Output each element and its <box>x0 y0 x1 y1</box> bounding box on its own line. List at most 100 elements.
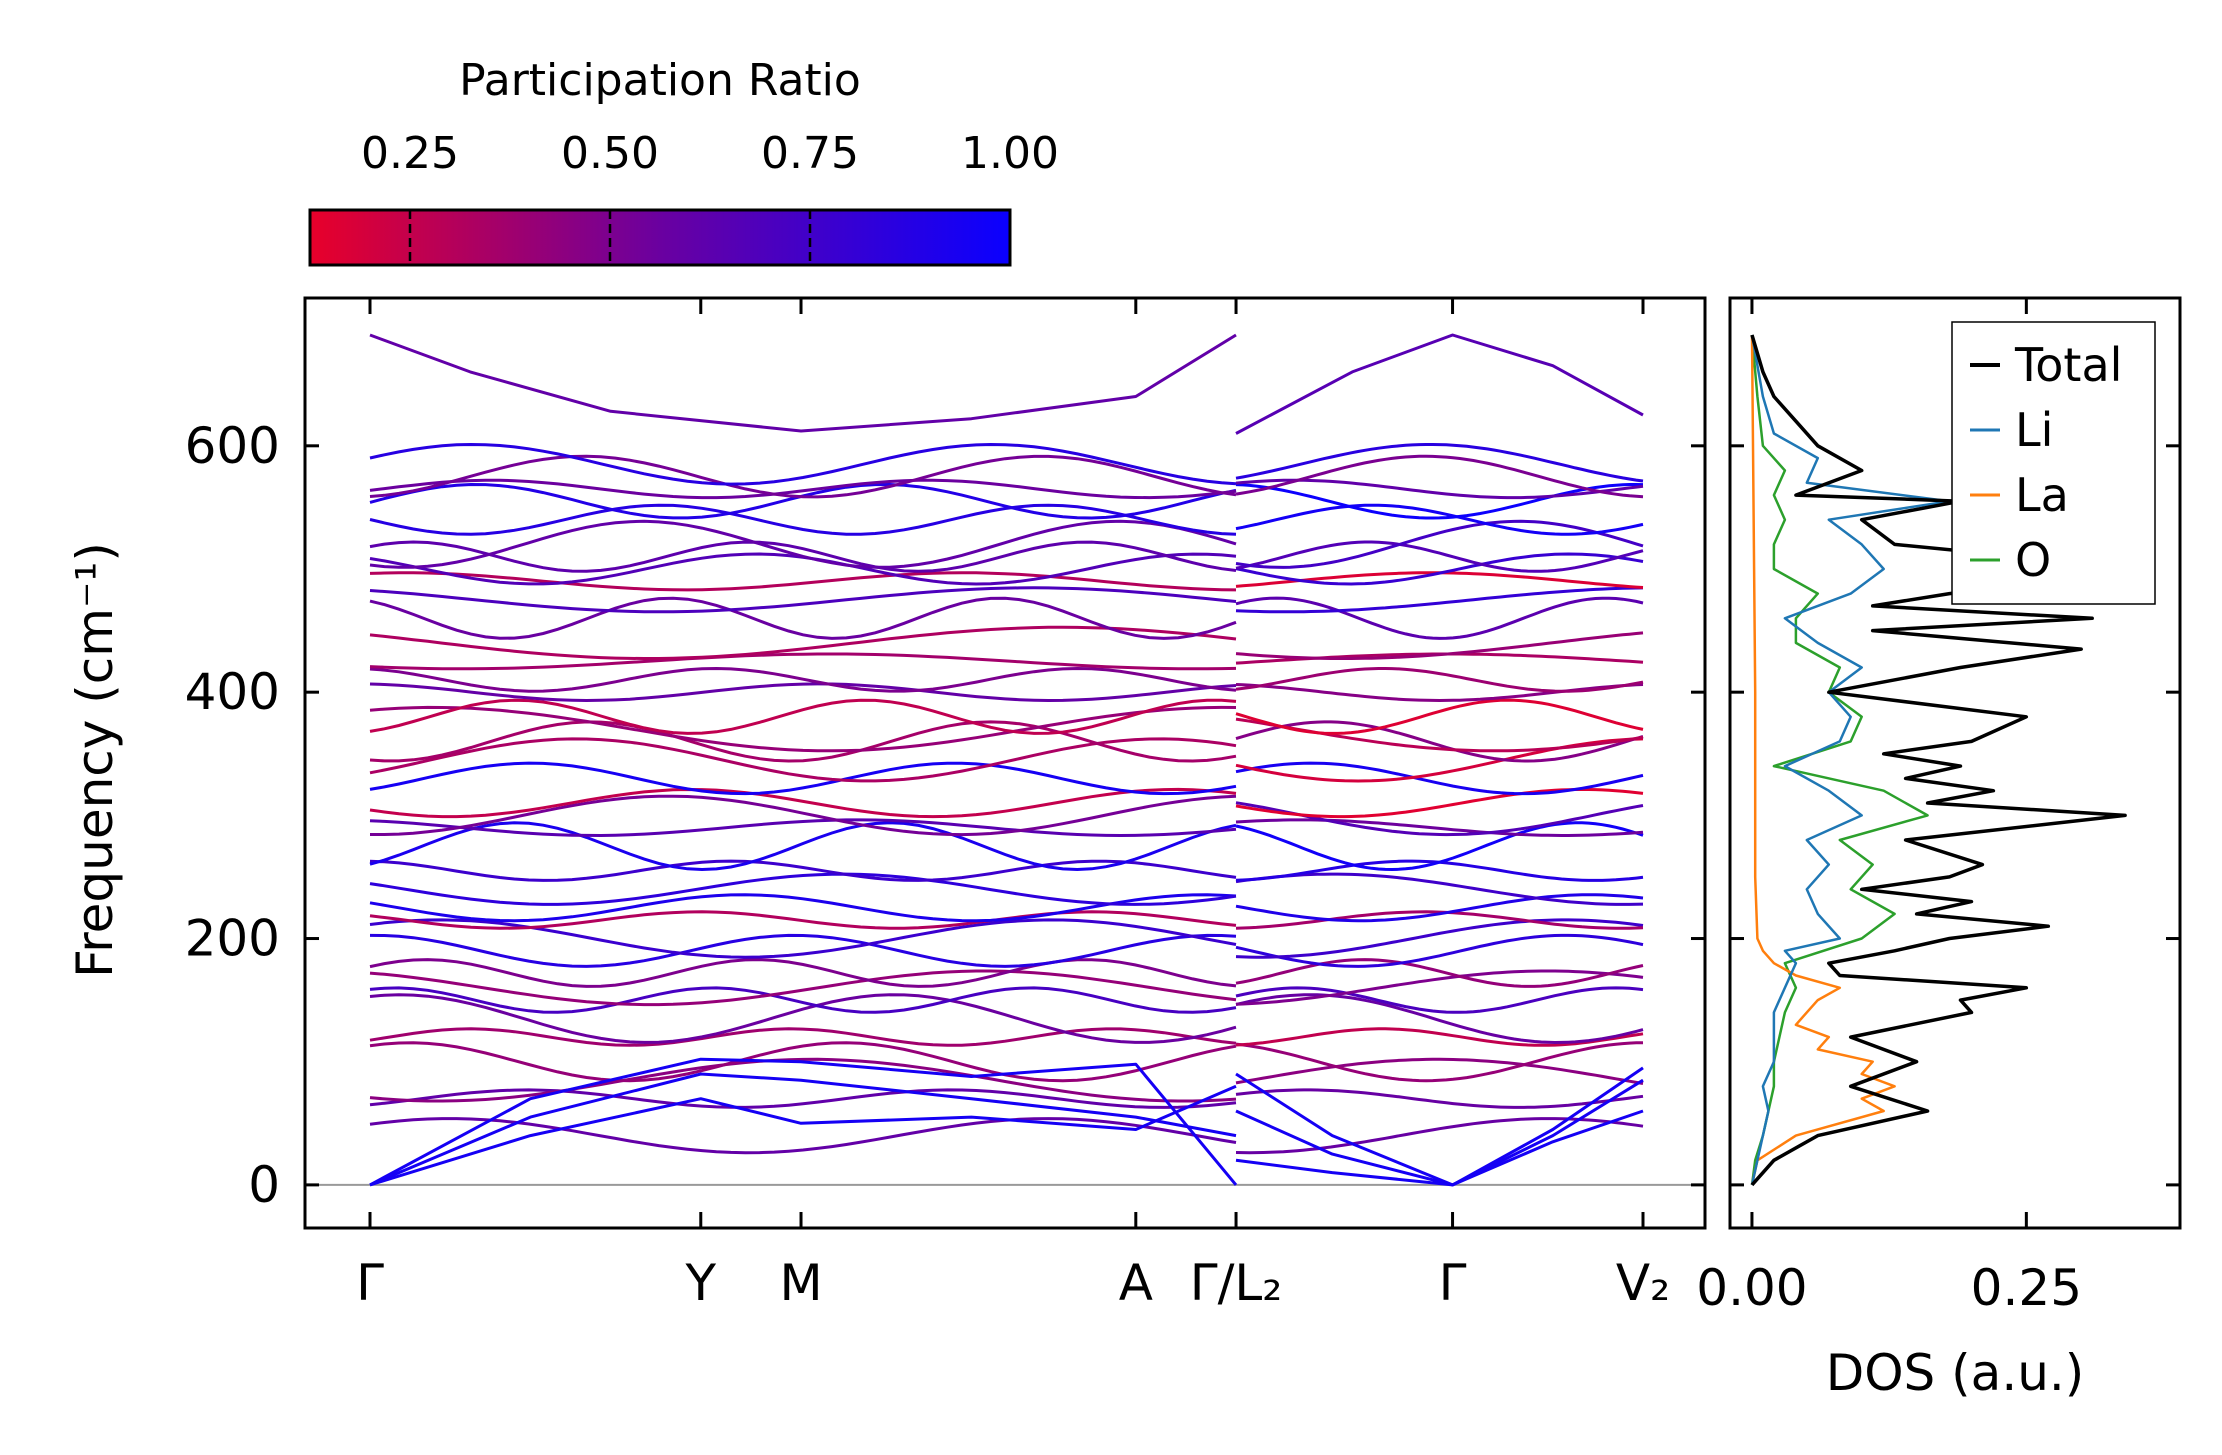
k-point-label: Γ <box>356 1254 384 1312</box>
phonon-band <box>1235 821 1644 872</box>
legend-label-total: Total <box>2014 338 2122 392</box>
k-point-label: M <box>779 1254 822 1312</box>
phonon-band <box>1235 519 1644 569</box>
phonon-band <box>369 859 1237 882</box>
y-tick-label: 400 <box>185 663 280 721</box>
phonon-band <box>1235 1057 1644 1085</box>
phonon-band-acoustic-1 <box>369 1057 1238 1187</box>
y-axis-label: Frequency (cm⁻¹) <box>66 542 124 978</box>
phonon-band <box>1235 720 1644 763</box>
phonon-band <box>369 1027 1237 1047</box>
phonon-band <box>369 918 1237 959</box>
dos-line-o <box>1750 334 1929 1186</box>
colorbar-tick-labels: 0.25 0.50 0.75 1.00 <box>361 128 1059 179</box>
dos-ticks: 0.00 0.25 <box>1696 298 2180 1317</box>
phonon-band <box>369 519 1237 569</box>
phonon-band <box>1235 1117 1644 1155</box>
phonon-band <box>1235 478 1644 500</box>
legend-label-la: La <box>2015 468 2069 522</box>
k-point-label: Γ <box>1439 1254 1467 1312</box>
dos-x-tick-label: 0.25 <box>1971 1259 2082 1317</box>
phonon-band <box>369 540 1237 573</box>
phonon-band <box>369 625 1237 660</box>
phonon-band <box>1235 586 1644 614</box>
phonon-band <box>369 1088 1237 1109</box>
dos-panel-frame <box>1728 296 2182 1230</box>
phonon-band <box>369 821 1237 872</box>
dos-line-li <box>1750 334 1951 1186</box>
phonon-band-band-top <box>369 333 1237 433</box>
phonon-band <box>1235 969 1644 1006</box>
k-point-label: Y <box>685 1254 717 1312</box>
phonon-band <box>1235 1027 1644 1047</box>
y-tick-label: 200 <box>185 910 280 968</box>
phonon-band <box>369 986 1237 1014</box>
band-y-ticks: 0 200 400 600 <box>185 417 1705 1214</box>
phonon-band-acoustic-5 <box>1235 1109 1644 1187</box>
dos-x-axis-label: DOS (a.u.) <box>1826 1344 2085 1402</box>
legend-label-li: Li <box>2015 403 2053 457</box>
phonon-band <box>1235 933 1644 968</box>
phonon-band-acoustic-2 <box>369 1072 1237 1187</box>
phonon-band <box>1235 910 1644 930</box>
phonon-band <box>369 872 1237 906</box>
colorbar-tick-label: 1.00 <box>961 128 1059 179</box>
phonon-band <box>1235 1041 1644 1083</box>
phonon-band <box>1235 631 1644 660</box>
k-point-label: Γ/L₂ <box>1190 1254 1283 1312</box>
phonon-band <box>369 958 1237 988</box>
phonon-band <box>370 794 1237 837</box>
phonon-band <box>1235 596 1644 640</box>
phonon-band-band-top-2 <box>1235 333 1644 435</box>
phonon-band <box>1235 454 1644 499</box>
dos-line-total <box>1750 334 2149 1187</box>
y-tick-label: 600 <box>185 417 280 475</box>
phonon-band <box>369 503 1237 536</box>
colorbar-tick-label: 0.25 <box>361 128 459 179</box>
phonon-band <box>1235 667 1644 693</box>
k-point-label: V₂ <box>1616 1254 1670 1312</box>
phonon-band <box>1235 893 1644 923</box>
phonon-band <box>1235 698 1644 735</box>
phonon-band <box>369 761 1237 796</box>
phonon-band <box>369 1041 1237 1083</box>
phonon-band <box>369 454 1237 499</box>
phonon-band <box>369 720 1237 763</box>
phonon-band <box>1235 683 1644 703</box>
phonon-band <box>1235 918 1644 959</box>
phonon-band <box>369 682 1237 703</box>
colorbar-title: Participation Ratio <box>459 55 861 106</box>
legend-label-o: O <box>2015 533 2051 587</box>
phonon-band <box>369 571 1237 592</box>
legend-frame <box>1951 321 2156 605</box>
dos-panel: 0.00 0.25 DOS (a.u.) Total Li La O <box>1696 296 2182 1402</box>
phonon-band <box>369 442 1237 486</box>
phonon-band <box>369 787 1237 819</box>
phonon-band <box>369 737 1237 783</box>
dos-lines <box>1750 334 2149 1187</box>
phonon-band <box>369 586 1237 614</box>
phonon-band <box>1235 859 1644 882</box>
phonon-band <box>369 818 1237 838</box>
phonon-band <box>1235 787 1644 819</box>
phonon-band <box>369 478 1237 500</box>
phonon-band <box>1235 818 1644 837</box>
colorbar-tick-label: 0.50 <box>561 128 659 179</box>
phonon-band <box>369 893 1237 923</box>
phonon-band <box>369 705 1237 753</box>
phonon-band <box>1235 761 1644 796</box>
k-point-label: A <box>1119 1254 1153 1312</box>
phonon-band <box>369 933 1237 968</box>
phonon-band-acoustic-6 <box>1235 1078 1644 1187</box>
phonon-band <box>1235 552 1644 586</box>
dos-legend: Total Li La O <box>1951 321 2156 605</box>
phonon-band <box>369 652 1237 671</box>
colorbar-gradient <box>308 208 1012 267</box>
phonon-band <box>369 1057 1237 1103</box>
dos-line-la <box>1750 334 1896 1186</box>
phonon-band <box>369 698 1237 735</box>
colorbar: Participation Ratio 0.25 0.50 0.75 1.00 <box>308 55 1059 267</box>
colorbar-tick-label: 0.75 <box>761 128 859 179</box>
phonon-band <box>369 666 1237 693</box>
